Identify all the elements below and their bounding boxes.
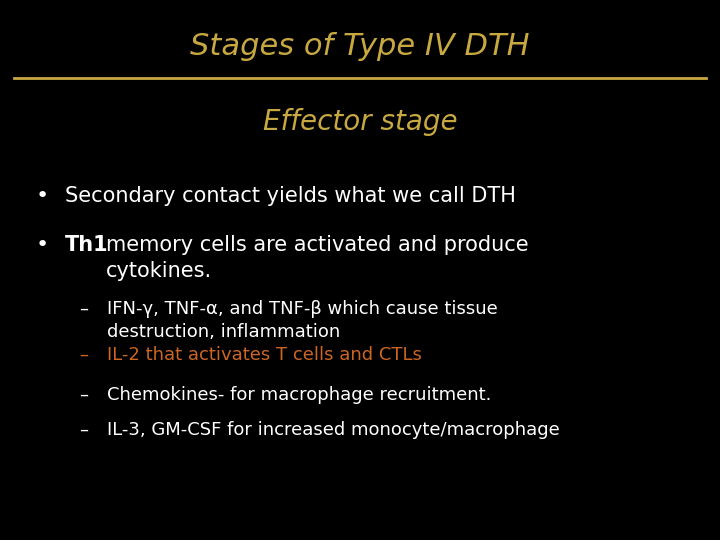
Text: Effector stage: Effector stage xyxy=(263,108,457,136)
Text: –: – xyxy=(79,421,89,439)
Text: –: – xyxy=(79,386,89,404)
Text: Stages of Type IV DTH: Stages of Type IV DTH xyxy=(190,32,530,62)
Text: Secondary contact yields what we call DTH: Secondary contact yields what we call DT… xyxy=(65,186,516,206)
Text: IFN-γ, TNF-α, and TNF-β which cause tissue
destruction, inflammation: IFN-γ, TNF-α, and TNF-β which cause tiss… xyxy=(107,300,498,341)
Text: Th1: Th1 xyxy=(65,235,109,255)
Text: IL-2 that activates T cells and CTLs: IL-2 that activates T cells and CTLs xyxy=(107,346,421,363)
Text: –: – xyxy=(79,346,89,363)
Text: –: – xyxy=(79,300,89,318)
Text: •: • xyxy=(36,235,49,255)
Text: IL-3, GM-CSF for increased monocyte/macrophage: IL-3, GM-CSF for increased monocyte/macr… xyxy=(107,421,559,439)
Text: •: • xyxy=(36,186,49,206)
Text: memory cells are activated and produce
cytokines.: memory cells are activated and produce c… xyxy=(106,235,528,281)
Text: Chemokines- for macrophage recruitment.: Chemokines- for macrophage recruitment. xyxy=(107,386,491,404)
